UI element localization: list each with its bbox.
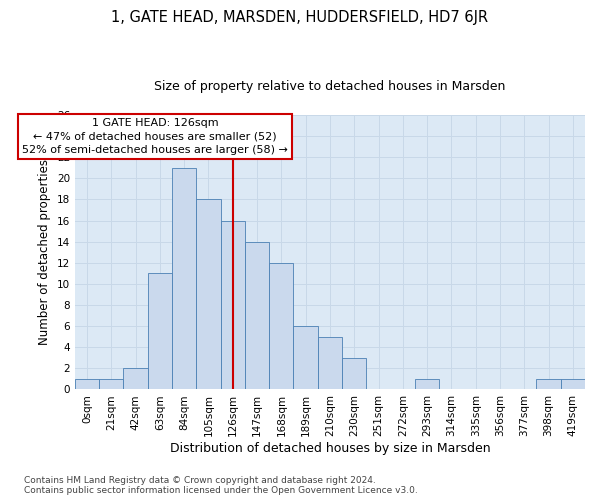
Title: Size of property relative to detached houses in Marsden: Size of property relative to detached ho… [154,80,506,93]
Bar [124,368,148,390]
Bar [269,263,293,390]
Bar [245,242,269,390]
Bar [99,379,124,390]
Text: 1 GATE HEAD: 126sqm
← 47% of detached houses are smaller (52)
52% of semi-detach: 1 GATE HEAD: 126sqm ← 47% of detached ho… [22,118,288,154]
Bar [196,200,221,390]
Bar [318,336,342,390]
X-axis label: Distribution of detached houses by size in Marsden: Distribution of detached houses by size … [170,442,490,455]
Bar [148,274,172,390]
Bar [293,326,318,390]
Bar [415,379,439,390]
Bar [561,379,585,390]
Text: 1, GATE HEAD, MARSDEN, HUDDERSFIELD, HD7 6JR: 1, GATE HEAD, MARSDEN, HUDDERSFIELD, HD7… [112,10,488,25]
Bar [536,379,561,390]
Text: Contains HM Land Registry data © Crown copyright and database right 2024.
Contai: Contains HM Land Registry data © Crown c… [24,476,418,495]
Bar [75,379,99,390]
Y-axis label: Number of detached properties: Number of detached properties [38,159,51,345]
Bar [342,358,367,390]
Bar [221,220,245,390]
Bar [172,168,196,390]
